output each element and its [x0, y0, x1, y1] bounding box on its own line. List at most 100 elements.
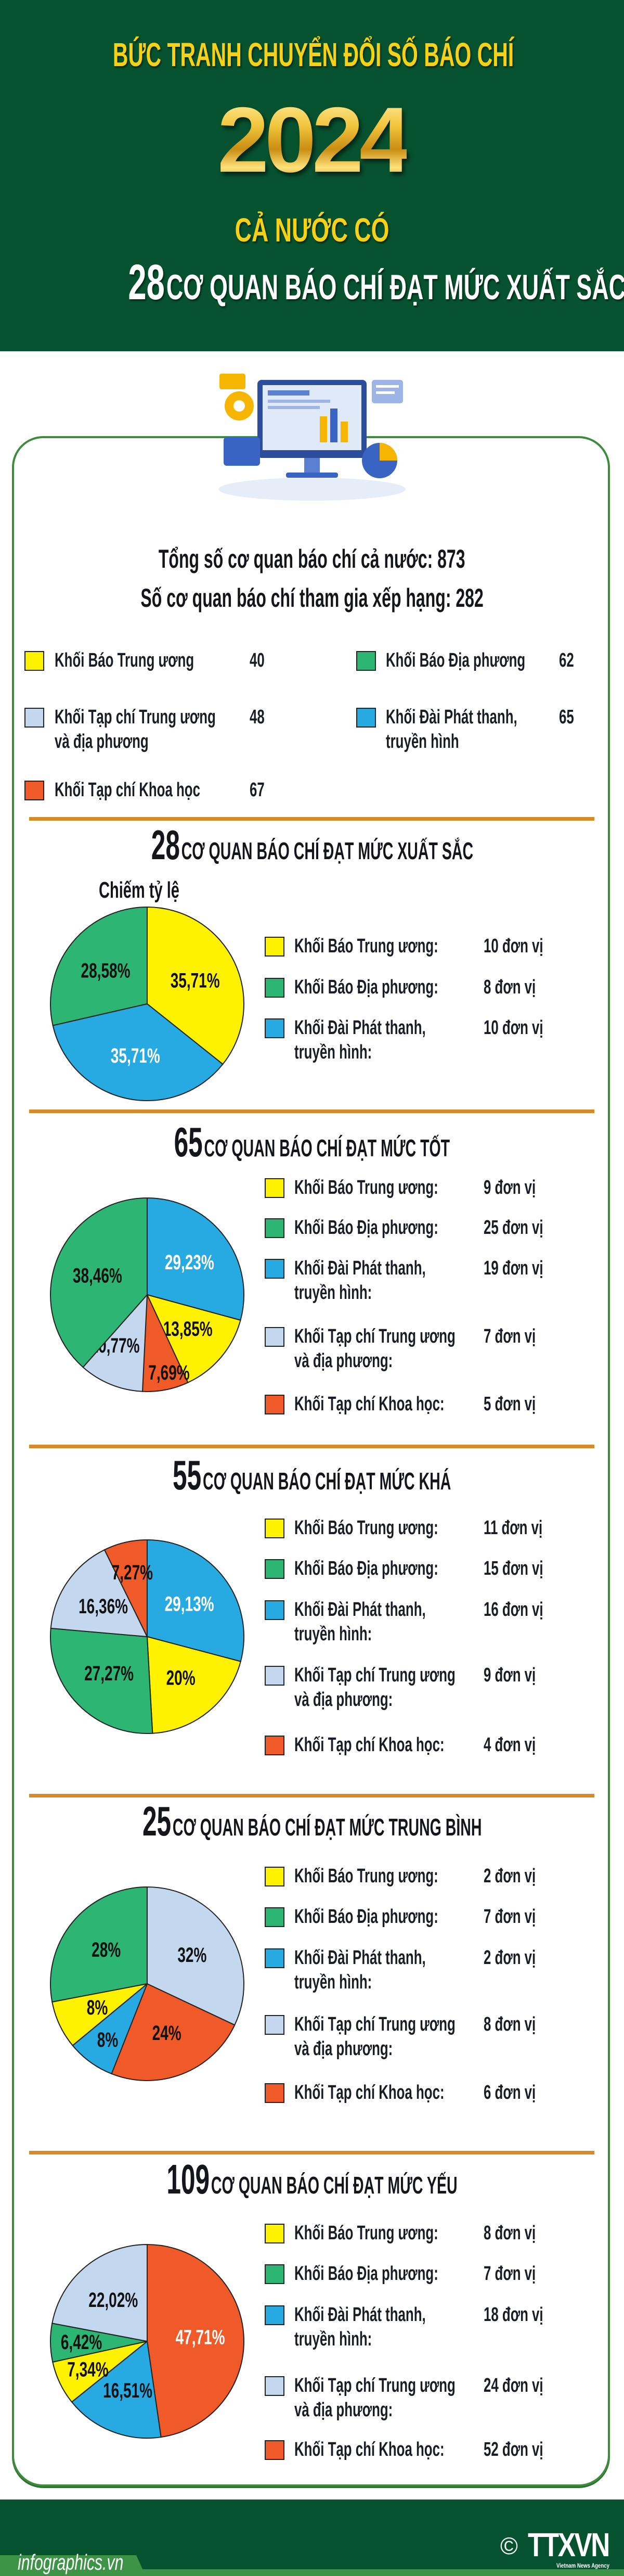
pie-slice-label: 7,27%: [112, 1561, 153, 1584]
pie-slice: [82, 1293, 148, 1392]
section-divider: [29, 1110, 594, 1113]
legend-value: 10 đơn vị: [484, 1017, 543, 1039]
legend-value: 24 đơn vị: [484, 2375, 543, 2396]
legend-label: Khối Báo Trung ương:: [294, 935, 438, 957]
legend-value: 62: [559, 649, 574, 671]
agency-name: Vietnam News Agency: [556, 2562, 609, 2569]
legend-label: Khối Tạp chí Trung ương và địa phương:: [294, 2013, 456, 2060]
pie-slice-label: 28,58%: [81, 959, 131, 982]
pie-slice: [111, 1983, 236, 2081]
pie-slice-label: 8%: [97, 2029, 118, 2051]
legend-value: 7 đơn vị: [484, 2263, 536, 2285]
section-divider: [29, 1445, 594, 1448]
legend-value: 15 đơn vị: [484, 1558, 543, 1579]
pie-slice-label: 16,51%: [103, 2379, 152, 2402]
pie-slice: [51, 2243, 148, 2342]
legend-label: Khối Báo Địa phương:: [294, 1906, 438, 1928]
legend-swatch: [265, 1218, 284, 1238]
legend-value: 8 đơn vị: [484, 976, 536, 998]
legend-swatch: [265, 1519, 284, 1538]
section-title: 109 CƠ QUAN BÁO CHÍ ĐẠT MỨC YẾU: [166, 2156, 457, 2203]
legend-value: 40: [250, 649, 265, 671]
pie-slice: [147, 1886, 244, 2026]
legend-value: 25 đơn vị: [484, 1217, 543, 1239]
legend-swatch: [265, 2376, 284, 2396]
legend-value: 7 đơn vị: [484, 1906, 536, 1928]
pie-slice-label: 47,71%: [176, 2326, 225, 2349]
legend-label: Khối Tạp chí Khoa học:: [294, 1393, 445, 1415]
section-title: 28 CƠ QUAN BÁO CHÍ ĐẠT MỨC XUẤT SẮC: [151, 821, 473, 869]
section-count: 28: [151, 822, 180, 868]
pie-slice-label: 7,69%: [148, 1361, 189, 1384]
section-count: 109: [166, 2156, 210, 2202]
legend-value: 11 đơn vị: [484, 1517, 543, 1539]
section-divider: [29, 1794, 594, 1797]
legend-value: 5 đơn vị: [484, 1393, 536, 1415]
legend-swatch: [24, 708, 44, 728]
legend-label: Khối Báo Địa phương: [386, 649, 526, 671]
legend-label: Khối Báo Trung ương:: [294, 1865, 438, 1887]
legend-label: Khối Tạp chí Trung ương và địa phương:: [294, 2375, 456, 2421]
legend-label: Khối Đài Phát thanh, truyền hình:: [294, 1257, 426, 1304]
legend-swatch: [265, 1948, 284, 1968]
legend-swatch: [356, 651, 376, 671]
pie-slice: [146, 1294, 241, 1384]
legend-label: Khối Đài Phát thanh, truyền hình: [386, 706, 517, 753]
pie-slice: [147, 1197, 244, 1321]
pie-slice-label: 8%: [87, 1996, 108, 2019]
pie-slice-label: 16,36%: [79, 1595, 128, 1618]
legend-label: Khối Báo Địa phương:: [294, 1558, 438, 1579]
section-title-text: CƠ QUAN BÁO CHÍ ĐẠT MỨC TỐT: [204, 1134, 450, 1162]
legend-swatch: [265, 1018, 284, 1038]
legend-swatch: [265, 2305, 284, 2325]
site-tab: [0, 2555, 146, 2576]
total-press-agencies: Tổng số cơ quan báo chí cả nước: 873: [159, 544, 465, 573]
legend-value: 16 đơn vị: [484, 1599, 543, 1621]
section-count: 25: [142, 1798, 171, 1844]
folder-icon: [224, 437, 260, 466]
pie-slice: [71, 2340, 162, 2439]
legend-label: Khối Báo Trung ương: [55, 649, 194, 671]
pie-slice-label: 13,85%: [163, 1318, 213, 1341]
pie-chart: 29,13% 20% 27,27% 16,36% 7,27%: [50, 1539, 244, 1734]
legend-value: 2 đơn vị: [484, 1865, 536, 1887]
legend-value: 8 đơn vị: [484, 2222, 536, 2244]
headline-text: CƠ QUAN BÁO CHÍ ĐẠT MỨC XUẤT SẮC: [166, 267, 624, 307]
pie-slice: [72, 1983, 148, 2075]
legend-label: Khối Báo Địa phương:: [294, 2263, 438, 2285]
section-title-text: CƠ QUAN BÁO CHÍ ĐẠT MỨC YẾU: [211, 2172, 458, 2199]
legend-value: 18 đơn vị: [484, 2304, 543, 2326]
legend-swatch: [265, 1559, 284, 1579]
legend-swatch: [356, 708, 376, 728]
section-title: 25 CƠ QUAN BÁO CHÍ ĐẠT MỨC TRUNG BÌNH: [142, 1797, 482, 1845]
legend-value: 48: [250, 706, 265, 728]
legend-swatch: [265, 2015, 284, 2035]
legend-label: Khối Tạp chí Khoa học: [55, 779, 200, 801]
section-count: 55: [173, 1452, 202, 1498]
pie-slice-label: 22,02%: [88, 2289, 138, 2312]
pie-slice-label: 32%: [177, 1944, 206, 1967]
section-title: 65 CƠ QUAN BÁO CHÍ ĐẠT MỨC TỐT: [174, 1118, 450, 1166]
legend-swatch: [24, 781, 44, 800]
legend-label: Khối Tạp chí Khoa học:: [294, 1734, 445, 1756]
legend-value: 67: [250, 779, 265, 801]
message-icon: [219, 374, 245, 389]
section-title-text: CƠ QUAN BÁO CHÍ ĐẠT MỨC TRUNG BÌNH: [172, 1814, 482, 1841]
pie-slice-label: 35,71%: [171, 970, 220, 992]
legend-value: 7 đơn vị: [484, 1325, 536, 1347]
legend-label: Khối Báo Trung ương:: [294, 1177, 438, 1198]
pie-slice: [50, 1886, 148, 2003]
pie-slice: [147, 1539, 244, 1662]
pie-slice: [146, 1636, 242, 1734]
legend-label: Khối Báo Địa phương:: [294, 976, 438, 998]
site-link[interactable]: infographics.vn: [18, 2550, 124, 2574]
legend-swatch: [24, 651, 44, 671]
pie-slice-label: 29,23%: [165, 1251, 214, 1274]
pie-slice: [50, 906, 148, 1026]
legend-label: Khối Tạp chí Khoa học:: [294, 2439, 445, 2460]
pie-slice: [50, 1197, 148, 1368]
ranked-press-agencies: Số cơ quan báo chí tham gia xếp hạng: 28…: [140, 583, 484, 613]
pie-slice-label: 24%: [152, 2022, 181, 2045]
legend-value: 19 đơn vị: [484, 1257, 543, 1279]
pie-slice-label: 7,34%: [67, 2358, 108, 2381]
